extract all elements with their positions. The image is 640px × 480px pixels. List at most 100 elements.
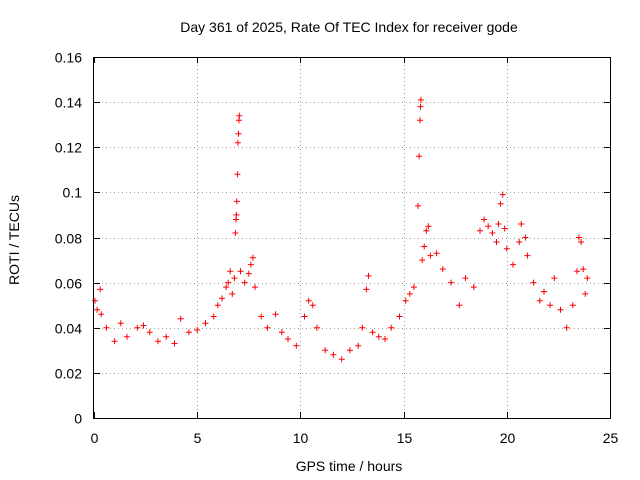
data-point	[285, 336, 291, 342]
data-point	[369, 329, 376, 336]
y-tick-label: 0.04	[55, 321, 82, 337]
data-point	[94, 306, 101, 313]
data-point	[241, 279, 248, 286]
data-point	[576, 234, 582, 241]
data-point	[293, 342, 300, 349]
data-point	[388, 324, 395, 331]
data-point	[305, 297, 312, 304]
data-point	[563, 324, 570, 331]
data-point	[232, 230, 239, 236]
data-point	[416, 153, 423, 160]
data-point	[322, 347, 329, 354]
data-points	[92, 96, 591, 363]
data-point	[245, 270, 252, 277]
data-point	[417, 117, 424, 124]
data-point	[227, 268, 234, 275]
data-point	[177, 315, 184, 322]
data-point	[433, 250, 440, 257]
y-tick-label: 0.16	[55, 50, 82, 66]
data-point	[111, 338, 118, 345]
data-point	[155, 338, 161, 345]
axis-ticks	[94, 57, 611, 419]
data-point	[338, 356, 345, 363]
x-tick-label: 20	[500, 430, 516, 446]
data-point	[234, 139, 241, 146]
data-point	[363, 286, 370, 293]
data-point	[524, 252, 531, 259]
data-point	[427, 252, 434, 259]
y-tick-label: 0	[74, 411, 82, 427]
x-tick-label: 0	[91, 430, 99, 446]
data-point	[355, 342, 362, 349]
data-point	[219, 295, 225, 302]
data-point	[419, 257, 426, 264]
data-point	[499, 191, 506, 198]
data-point	[406, 290, 413, 297]
data-point	[171, 340, 178, 347]
data-point	[448, 279, 455, 286]
data-point	[516, 239, 523, 245]
data-point	[194, 327, 201, 333]
data-point	[301, 313, 308, 320]
data-point	[415, 202, 421, 209]
data-point	[236, 112, 243, 119]
data-point	[124, 333, 130, 340]
data-point	[233, 211, 240, 218]
data-point	[272, 311, 279, 318]
data-point	[97, 286, 104, 293]
data-point	[541, 288, 547, 295]
data-point	[210, 313, 217, 320]
data-point	[503, 245, 510, 252]
data-point	[375, 333, 382, 340]
data-point	[134, 324, 141, 331]
data-point	[330, 351, 337, 358]
data-point	[493, 239, 500, 245]
data-point	[237, 268, 244, 275]
data-point	[117, 320, 124, 327]
data-point	[485, 223, 492, 230]
data-point	[557, 306, 564, 313]
data-point	[252, 284, 258, 291]
data-point	[202, 320, 209, 327]
y-tick-label: 0.12	[55, 140, 82, 156]
x-tick-labels: 0 5 10 15 20 25	[91, 430, 619, 446]
data-point	[421, 243, 428, 250]
y-tick-labels: 0 0.02 0.04 0.06 0.08 0.1 0.12 0.14 0.16	[55, 50, 82, 427]
data-point	[313, 324, 320, 331]
y-tick-label: 0.1	[63, 185, 83, 201]
y-tick-label: 0.08	[55, 231, 82, 247]
data-point	[247, 261, 254, 268]
data-point	[423, 227, 430, 234]
data-point	[417, 96, 424, 103]
data-point	[92, 297, 98, 304]
data-point	[309, 302, 316, 309]
data-point	[551, 275, 558, 282]
data-point	[225, 279, 232, 286]
data-point	[470, 284, 477, 291]
data-point	[234, 171, 241, 178]
data-point	[258, 313, 265, 320]
data-point	[249, 254, 256, 261]
data-point	[185, 329, 192, 336]
data-point	[214, 302, 221, 309]
data-point	[396, 313, 403, 320]
grid	[94, 57, 610, 418]
data-point	[522, 234, 529, 241]
data-point	[497, 200, 504, 207]
data-point	[359, 324, 366, 331]
data-point	[98, 311, 105, 318]
data-point	[103, 324, 110, 331]
data-point	[417, 103, 424, 110]
data-point	[518, 221, 525, 227]
y-tick-label: 0.14	[55, 95, 82, 111]
data-point	[578, 239, 585, 245]
data-point	[140, 322, 147, 329]
data-point	[233, 198, 240, 205]
data-point	[510, 261, 516, 268]
y-axis-label: ROTI / TECUs	[6, 195, 22, 285]
data-point	[569, 302, 576, 309]
data-point	[477, 227, 483, 234]
data-point	[495, 221, 502, 227]
data-point	[456, 302, 463, 309]
